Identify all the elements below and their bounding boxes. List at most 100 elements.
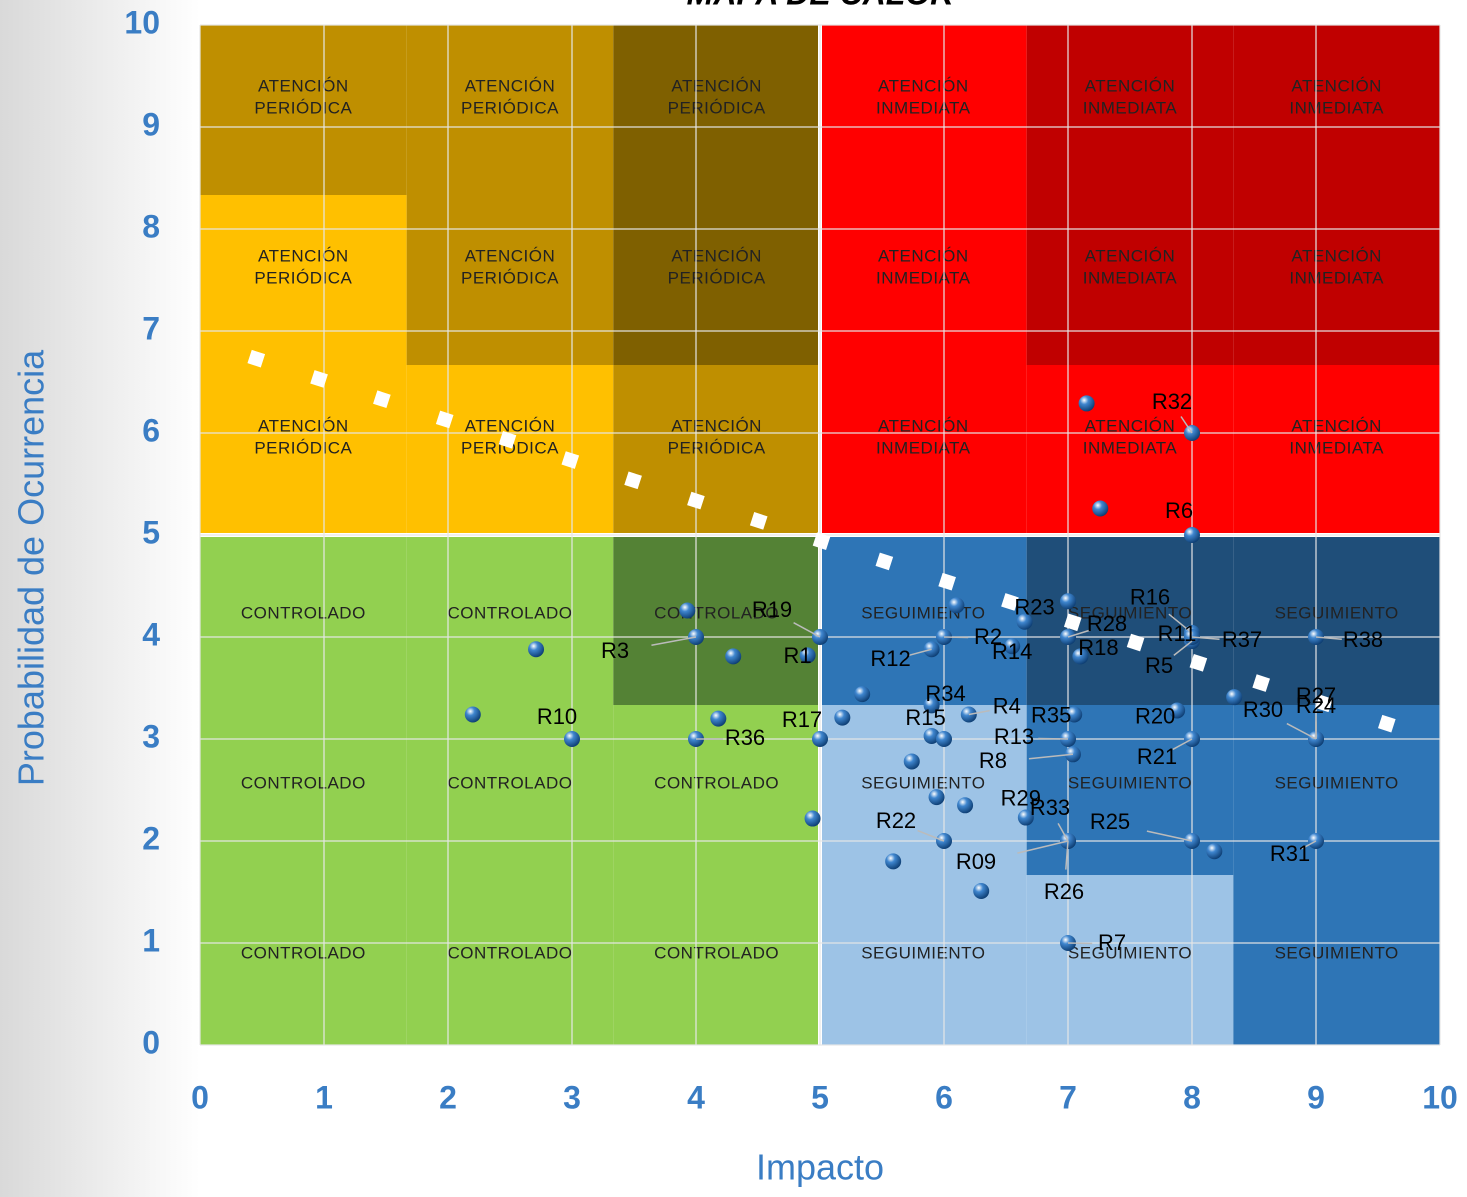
- zone: [1026, 535, 1234, 705]
- point-label: R7: [1098, 930, 1126, 955]
- zone-label: ATENCIÓN: [878, 416, 969, 435]
- x-tick-label: 5: [811, 1079, 829, 1115]
- zone: [613, 25, 820, 195]
- y-tick-label: 6: [142, 412, 160, 448]
- zone-label: SEGUIMIENTO: [861, 773, 985, 792]
- leader-line: [651, 636, 697, 646]
- leader-line: [1315, 636, 1342, 640]
- zone-label: CONTROLADO: [654, 773, 779, 792]
- zone: [820, 705, 1027, 875]
- zone: [1233, 195, 1440, 365]
- point-label: R19: [752, 597, 792, 622]
- leader-line: [1172, 738, 1193, 751]
- leader-line: [968, 709, 990, 716]
- point-label: R3: [601, 638, 629, 663]
- point: [1078, 395, 1095, 412]
- zone-label: PERIÓDICA: [461, 438, 559, 457]
- zone: [613, 535, 820, 705]
- zone: [406, 535, 614, 705]
- x-tick-label: 4: [687, 1079, 705, 1115]
- y-tick-label: 4: [142, 616, 160, 652]
- point: [1072, 648, 1089, 665]
- zone-label: PERIÓDICA: [254, 98, 352, 117]
- leader-line: [1057, 823, 1069, 842]
- point: [725, 648, 742, 665]
- zone-label: SEGUIMIENTO: [861, 603, 985, 622]
- leader-line: [917, 829, 945, 842]
- point-label: R37: [1222, 627, 1262, 652]
- point-label: R13: [994, 724, 1034, 749]
- point-label: R34: [925, 681, 965, 706]
- zone-label: SEGUIMIENTO: [1068, 603, 1192, 622]
- zone: [200, 535, 407, 705]
- x-tick-label: 1: [315, 1079, 333, 1115]
- zone-label: ATENCIÓN: [1291, 246, 1382, 265]
- zone: [200, 705, 407, 875]
- zones: ATENCIÓN PERIÓDICA ATENCIÓN PERIÓDICA ATENCI…: [200, 25, 1440, 1045]
- point-label: R10: [537, 704, 577, 729]
- y-tick-label: 7: [142, 310, 160, 346]
- zone: [1026, 195, 1234, 365]
- leader-line: [908, 648, 932, 657]
- point: [799, 647, 816, 664]
- zone-label: CONTROLADO: [654, 943, 779, 962]
- zone-label: ATENCIÓN: [878, 246, 969, 265]
- leader-line: [1180, 416, 1193, 434]
- zone: [613, 705, 820, 875]
- leader-line: [943, 636, 969, 639]
- zone-label: ATENCIÓN: [1085, 246, 1176, 265]
- threshold-line: [247, 349, 1405, 736]
- zone: [1026, 25, 1234, 195]
- zone: [1026, 875, 1234, 1045]
- point-label: R36: [725, 725, 765, 750]
- point-label: R16: [1130, 585, 1170, 610]
- point-label: R2: [974, 624, 1002, 649]
- point-label: R28: [1087, 611, 1127, 636]
- point: [923, 727, 940, 744]
- point: [1092, 500, 1109, 517]
- leader-line: [1173, 640, 1193, 656]
- zone: [1233, 535, 1440, 705]
- point: [1066, 706, 1083, 723]
- zone-label: SEGUIMIENTO: [1275, 943, 1399, 962]
- zone-label: INMEDIATA: [1083, 268, 1178, 287]
- zone-label: ATENCIÓN: [465, 416, 556, 435]
- point-label: R17: [782, 707, 822, 732]
- zone: [200, 25, 407, 195]
- zone: [820, 365, 1027, 535]
- point: [1004, 638, 1021, 655]
- point: [1206, 843, 1223, 860]
- y-tick-label: 0: [142, 1024, 160, 1060]
- zone: [200, 875, 407, 1045]
- point: [957, 797, 974, 814]
- zone-label: PERIÓDICA: [668, 268, 766, 287]
- point: [564, 731, 580, 747]
- zone-label: CONTROLADO: [448, 773, 573, 792]
- leader-line: [1146, 830, 1193, 842]
- zone-label: INMEDIATA: [876, 98, 971, 117]
- point-label: R15: [905, 705, 945, 730]
- point: [948, 597, 965, 614]
- zone: [820, 25, 1027, 195]
- zone: [1233, 705, 1440, 875]
- point: [973, 882, 990, 899]
- x-tick-label: 9: [1307, 1079, 1325, 1115]
- leader-line: [1028, 753, 1074, 760]
- zone-label: CONTROLADO: [448, 943, 573, 962]
- point-label: R1: [784, 643, 812, 668]
- point-label: R12: [870, 646, 910, 671]
- y-tick-label: 2: [142, 820, 160, 856]
- chart-title: MAPA DE CALOR: [687, 0, 954, 11]
- zone-label: SEGUIMIENTO: [861, 943, 985, 962]
- zone-label: CONTROLADO: [448, 603, 573, 622]
- point-label: R33: [1030, 795, 1070, 820]
- zone: [406, 195, 614, 365]
- x-tick-label: 0: [191, 1079, 209, 1115]
- zone-label: ATENCIÓN: [671, 76, 762, 95]
- zone: [613, 365, 820, 535]
- point-label: R27: [1296, 683, 1336, 708]
- y-tick-label: 5: [142, 514, 160, 550]
- zone: [820, 195, 1027, 365]
